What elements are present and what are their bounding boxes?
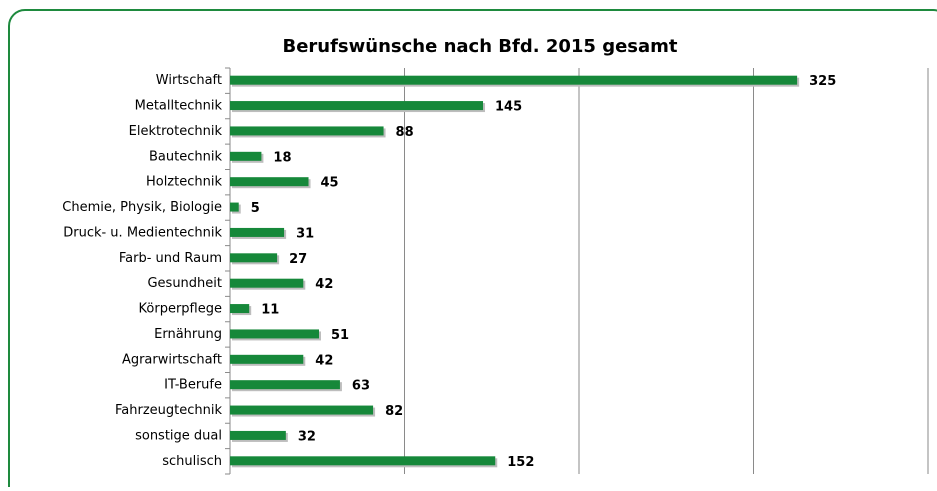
- bar: [230, 278, 304, 288]
- bar: [230, 456, 496, 466]
- bar: [230, 253, 278, 263]
- value-label: 325: [809, 74, 836, 89]
- bar: [230, 380, 340, 390]
- value-label: 145: [495, 100, 522, 115]
- value-label: 42: [315, 353, 333, 368]
- bar: [230, 329, 319, 339]
- bar: [230, 126, 384, 136]
- bar: [230, 430, 286, 440]
- y-tick-label: IT-Berufe: [164, 378, 222, 393]
- value-label: 82: [385, 404, 403, 419]
- y-tick-label: Körperpflege: [139, 302, 222, 317]
- y-tick-label: schulisch: [162, 454, 222, 469]
- y-tick-label: Bautechnik: [149, 149, 222, 164]
- value-label: 51: [331, 328, 349, 343]
- y-tick-label: Fahrzeugtechnik: [115, 403, 222, 418]
- bar: [230, 202, 239, 212]
- value-label: 32: [298, 429, 316, 444]
- y-tick-label: Ernährung: [154, 327, 222, 342]
- value-label: 45: [321, 176, 339, 191]
- value-label: 42: [315, 277, 333, 292]
- value-label: 27: [289, 252, 307, 267]
- y-tick-label: Farb- und Raum: [119, 251, 222, 266]
- bar: [230, 227, 285, 237]
- chart-title: Berufswünsche nach Bfd. 2015 gesamt: [282, 36, 677, 57]
- value-label: 31: [296, 226, 314, 241]
- bar: [230, 405, 374, 415]
- y-tick-label: Metalltechnik: [135, 99, 223, 114]
- y-tick-label: Holztechnik: [146, 175, 222, 190]
- y-tick-label: Elektrotechnik: [129, 124, 223, 139]
- bar: [230, 354, 304, 364]
- bar: [230, 304, 250, 314]
- bar: [230, 151, 262, 161]
- value-label: 88: [396, 125, 414, 140]
- bar: [230, 101, 484, 111]
- value-label: 5: [251, 201, 260, 216]
- y-tick-label: Agrarwirtschaft: [122, 352, 222, 367]
- y-tick-label: Chemie, Physik, Biologie: [62, 200, 222, 215]
- value-label: 18: [273, 150, 291, 165]
- value-label: 63: [352, 379, 370, 394]
- y-tick-label: Druck- u. Medientechnik: [63, 225, 222, 240]
- y-tick-label: sonstige dual: [135, 428, 222, 443]
- bar: [230, 75, 798, 85]
- y-tick-label: Wirtschaft: [156, 73, 222, 88]
- y-tick-label: Gesundheit: [147, 276, 222, 291]
- value-label: 11: [261, 303, 279, 318]
- bar: [230, 177, 309, 187]
- value-label: 152: [507, 455, 534, 470]
